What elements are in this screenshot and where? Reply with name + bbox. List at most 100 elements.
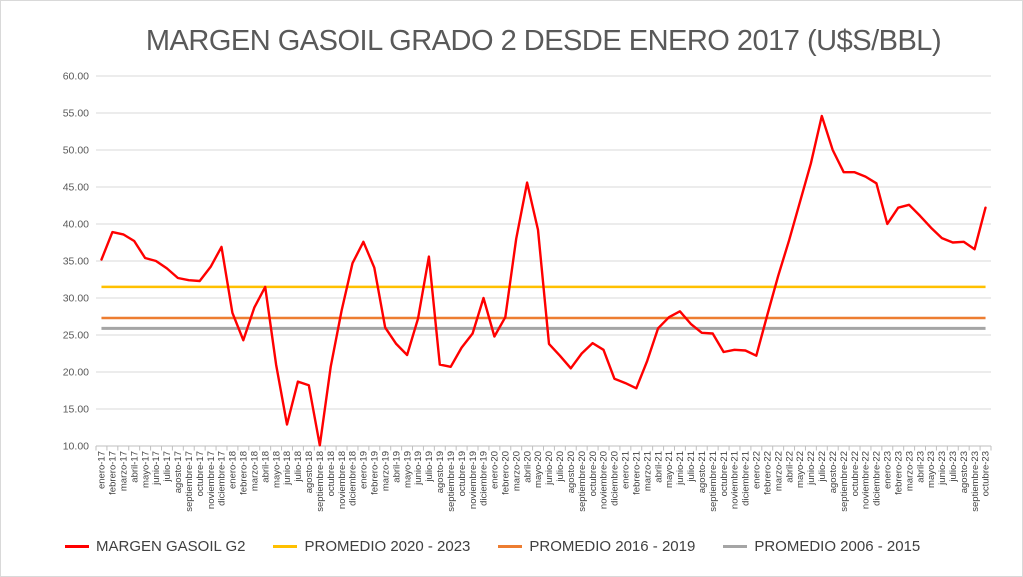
x-axis-category-label: marzo-20 — [511, 451, 522, 491]
x-axis-category-label: marzo-19 — [380, 451, 391, 491]
x-axis-category-label: marzo-22 — [773, 451, 784, 491]
x-axis-category-label: noviembre-21 — [730, 451, 741, 509]
x-axis-category-label: agosto-20 — [566, 451, 577, 493]
x-axis-category-label: abril-21 — [653, 451, 664, 483]
x-axis-category-label: abril-22 — [784, 451, 795, 483]
x-axis-category-label: febrero-22 — [762, 451, 773, 495]
x-axis-category-label: octubre-19 — [457, 451, 468, 496]
x-axis-category-label: agosto-21 — [697, 451, 708, 493]
x-axis-category-label: junio-17 — [151, 451, 162, 486]
legend-swatch-yellow-line — [273, 545, 298, 548]
x-axis-category-label: septiembre-21 — [708, 451, 719, 512]
x-axis-category-label: mayo-22 — [795, 451, 806, 488]
x-axis-category-label: diciembre-20 — [610, 451, 621, 506]
x-axis-category-label: septiembre-20 — [577, 451, 588, 512]
x-axis-category-label: mayo-17 — [140, 451, 151, 488]
y-axis-tick-label: 20.00 — [63, 367, 89, 379]
x-axis-category-label: septiembre-18 — [315, 451, 326, 512]
y-axis-tick-label: 40.00 — [63, 219, 89, 231]
x-axis-category-label: febrero-21 — [631, 451, 642, 495]
x-axis-category-label: diciembre-17 — [217, 451, 228, 506]
x-axis-category-label: octubre-21 — [719, 451, 730, 496]
x-axis-category-label: abril-19 — [391, 451, 402, 483]
legend-swatch-orange-line — [498, 545, 523, 548]
x-axis-category-label: abril-17 — [129, 451, 140, 483]
x-axis-category-label: marzo-18 — [249, 451, 260, 491]
x-axis-category-label: junio-20 — [544, 451, 555, 486]
series-margen-gasoil-g2 — [100, 114, 987, 447]
x-axis-category-label: diciembre-21 — [741, 451, 752, 506]
x-axis-category-label: junio-18 — [282, 451, 293, 486]
y-axis-tick-label: 55.00 — [63, 108, 89, 120]
x-axis-category-label: marzo-21 — [642, 451, 653, 491]
x-axis-category-label: julio-19 — [424, 451, 435, 483]
x-axis-category-label: agosto-23 — [959, 451, 970, 493]
x-axis-category-label: diciembre-18 — [348, 451, 359, 506]
x-axis-category-label: julio-22 — [817, 451, 828, 483]
legend: MARGEN GASOIL G2 PROMEDIO 2020 - 2023 PR… — [65, 538, 920, 555]
x-axis-category-label: noviembre-22 — [861, 451, 872, 509]
x-axis-category-label: junio-23 — [937, 451, 948, 486]
x-axis-category-label: junio-19 — [413, 451, 424, 486]
legend-swatch-red-line — [65, 545, 89, 548]
x-axis-category-label: septiembre-17 — [184, 451, 195, 512]
legend-item-promedio-2016-2019: PROMEDIO 2016 - 2019 — [498, 538, 695, 555]
x-axis-category-label: agosto-18 — [304, 451, 315, 493]
x-axis-category-label: abril-23 — [915, 451, 926, 483]
legend-label: PROMEDIO 2016 - 2019 — [529, 538, 696, 555]
x-axis-category-label: septiembre-23 — [970, 451, 981, 512]
x-axis-category-label: mayo-20 — [533, 451, 544, 488]
x-axis-category-label: diciembre-22 — [872, 451, 883, 506]
x-axis-category-label: mayo-19 — [402, 451, 413, 488]
x-axis-category-label: enero-20 — [490, 451, 501, 489]
chart-title: MARGEN GASOIL GRADO 2 DESDE ENERO 2017 (… — [145, 25, 942, 57]
x-axis-category-label: mayo-23 — [926, 451, 937, 488]
x-axis-category-label: noviembre-20 — [599, 451, 610, 509]
y-axis-tick-label: 50.00 — [63, 145, 89, 157]
legend-item-promedio-2006-2015: PROMEDIO 2006 - 2015 — [723, 538, 920, 555]
x-axis-category-label: febrero-19 — [370, 451, 381, 495]
x-axis-category-label: enero-21 — [621, 451, 632, 489]
x-axis-category-label: febrero-18 — [239, 451, 250, 495]
x-axis-category-label: octubre-18 — [326, 451, 337, 496]
x-axis-category-label: mayo-21 — [664, 451, 675, 488]
x-axis-category-label: octubre-20 — [588, 451, 599, 496]
x-axis-category-label: abril-18 — [260, 451, 271, 483]
x-axis-category-label: octubre-23 — [981, 451, 992, 496]
y-axis-tick-label: 45.00 — [63, 182, 89, 194]
x-axis-category-label: julio-20 — [555, 451, 566, 483]
legend-swatch-gray-line — [723, 545, 748, 548]
legend-label: MARGEN GASOIL G2 — [96, 538, 246, 555]
x-axis-category-label: agosto-22 — [828, 451, 839, 493]
x-axis-category-label: marzo-17 — [118, 451, 129, 491]
x-axis-category-label: abril-20 — [522, 451, 533, 483]
x-axis-category-label: agosto-17 — [173, 451, 184, 493]
x-axis-category-label: febrero-20 — [500, 451, 511, 495]
y-axis-tick-label: 30.00 — [63, 293, 89, 305]
legend-label: PROMEDIO 2020 - 2023 — [304, 538, 471, 555]
x-axis-category-label: junio-22 — [806, 451, 817, 486]
x-axis-category-label: enero-23 — [883, 451, 894, 489]
x-axis-category-label: agosto-19 — [435, 451, 446, 493]
x-axis-category-label: noviembre-17 — [206, 451, 217, 509]
x-axis-category-label: julio-23 — [948, 451, 959, 483]
x-axis-category-label: enero-17 — [97, 451, 108, 489]
legend-label: PROMEDIO 2006 - 2015 — [754, 538, 921, 555]
x-axis-category-label: enero-18 — [228, 451, 239, 489]
y-axis-tick-label: 60.00 — [63, 71, 89, 83]
x-axis-category-label: marzo-23 — [904, 451, 915, 491]
legend-item-margen-gasoil-g2: MARGEN GASOIL G2 — [65, 538, 245, 555]
legend-item-promedio-2020-2023: PROMEDIO 2020 - 2023 — [273, 538, 470, 555]
y-axis-tick-label: 25.00 — [63, 330, 89, 342]
x-axis-category-label: noviembre-18 — [337, 451, 348, 509]
x-axis-category-label: diciembre-19 — [479, 451, 490, 506]
x-axis-category-label: septiembre-22 — [839, 451, 850, 512]
x-axis-category-label: octubre-22 — [850, 451, 861, 496]
y-axis-tick-label: 10.00 — [63, 441, 89, 453]
y-axis-tick-label: 35.00 — [63, 256, 89, 268]
x-axis-category-label: noviembre-19 — [468, 451, 479, 509]
x-axis-category-label: mayo-18 — [271, 451, 282, 488]
x-axis-category-label: julio-21 — [686, 451, 697, 483]
x-axis-category-label: octubre-17 — [195, 451, 206, 496]
